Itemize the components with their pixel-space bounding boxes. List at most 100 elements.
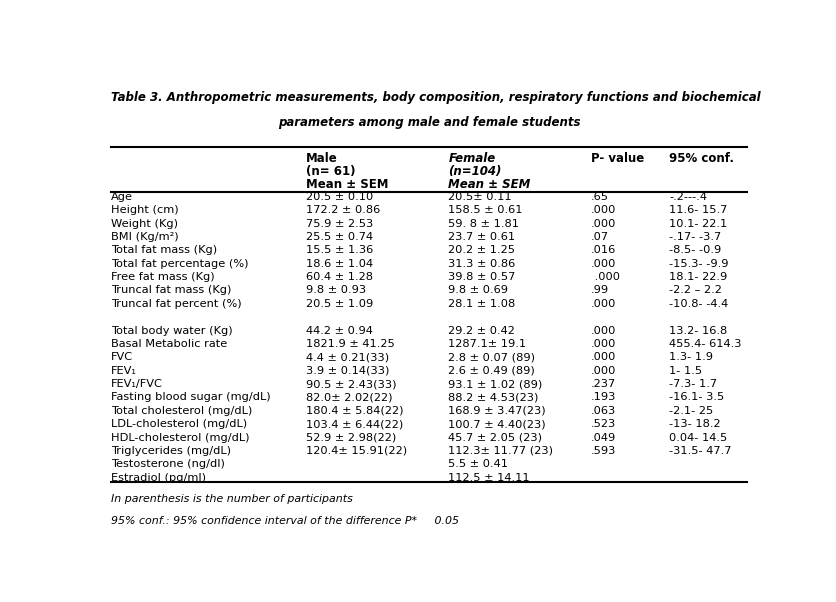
Text: 180.4 ± 5.84(22): 180.4 ± 5.84(22): [305, 406, 403, 416]
Text: Male: Male: [305, 152, 337, 165]
Text: -8.5- -0.9: -8.5- -0.9: [668, 246, 721, 255]
Text: 52.9 ± 2.98(22): 52.9 ± 2.98(22): [305, 433, 395, 442]
Text: -.17- -3.7: -.17- -3.7: [668, 232, 721, 242]
Text: Truncal fat percent (%): Truncal fat percent (%): [111, 299, 242, 309]
Text: 11.6- 15.7: 11.6- 15.7: [668, 205, 726, 215]
Text: 2.6 ± 0.49 (89): 2.6 ± 0.49 (89): [448, 365, 534, 376]
Text: 28.1 ± 1.08: 28.1 ± 1.08: [448, 299, 515, 309]
Text: 10.1- 22.1: 10.1- 22.1: [668, 219, 726, 229]
Text: .000: .000: [590, 326, 616, 335]
Text: .000: .000: [590, 352, 616, 362]
Text: .99: .99: [590, 285, 609, 296]
Text: 29.2 ± 0.42: 29.2 ± 0.42: [448, 326, 515, 335]
Text: Triglycerides (mg/dL): Triglycerides (mg/dL): [111, 446, 231, 456]
Text: Weight (Kg): Weight (Kg): [111, 219, 178, 229]
Text: 75.9 ± 2.53: 75.9 ± 2.53: [305, 219, 373, 229]
Text: 100.7 ± 4.40(23): 100.7 ± 4.40(23): [448, 419, 545, 429]
Text: Truncal fat mass (Kg): Truncal fat mass (Kg): [111, 285, 232, 296]
Text: .000: .000: [590, 299, 616, 309]
Text: .593: .593: [590, 446, 616, 456]
Text: Total cholesterol (mg/dL): Total cholesterol (mg/dL): [111, 406, 252, 416]
Text: 3.9 ± 0.14(33): 3.9 ± 0.14(33): [305, 365, 389, 376]
Text: .000: .000: [590, 219, 616, 229]
Text: 158.5 ± 0.61: 158.5 ± 0.61: [448, 205, 522, 215]
Text: Total fat percentage (%): Total fat percentage (%): [111, 259, 248, 268]
Text: (n=104): (n=104): [448, 165, 502, 178]
Text: Age: Age: [111, 192, 133, 202]
Text: 95% conf.: 95% conf.: [668, 152, 733, 165]
Text: 1- 1.5: 1- 1.5: [668, 365, 701, 376]
Text: (n= 61): (n= 61): [305, 165, 354, 178]
Text: 20.5 ± 1.09: 20.5 ± 1.09: [305, 299, 373, 309]
Text: Fasting blood sugar (mg/dL): Fasting blood sugar (mg/dL): [111, 393, 270, 403]
Text: 88.2 ± 4.53(23): 88.2 ± 4.53(23): [448, 393, 538, 403]
Text: 9.8 ± 0.69: 9.8 ± 0.69: [448, 285, 507, 296]
Text: .523: .523: [590, 419, 615, 429]
Text: .000: .000: [590, 205, 616, 215]
Text: 20.2 ± 1.25: 20.2 ± 1.25: [448, 246, 515, 255]
Text: .063: .063: [590, 406, 615, 416]
Text: 172.2 ± 0.86: 172.2 ± 0.86: [305, 205, 380, 215]
Text: 120.4± 15.91(22): 120.4± 15.91(22): [305, 446, 406, 456]
Text: 44.2 ± 0.94: 44.2 ± 0.94: [305, 326, 372, 335]
Text: FEV₁: FEV₁: [111, 365, 137, 376]
Text: 31.3 ± 0.86: 31.3 ± 0.86: [448, 259, 515, 268]
Text: BMI (Kg/m²): BMI (Kg/m²): [111, 232, 179, 242]
Text: 82.0± 2.02(22): 82.0± 2.02(22): [305, 393, 392, 403]
Text: Total fat mass (Kg): Total fat mass (Kg): [111, 246, 217, 255]
Text: 20.5± 0.11: 20.5± 0.11: [448, 192, 512, 202]
Text: 13.2- 16.8: 13.2- 16.8: [668, 326, 726, 335]
Text: .193: .193: [590, 393, 616, 403]
Text: 9.8 ± 0.93: 9.8 ± 0.93: [305, 285, 365, 296]
Text: Mean ± SEM: Mean ± SEM: [305, 178, 388, 191]
Text: 93.1 ± 1.02 (89): 93.1 ± 1.02 (89): [448, 379, 542, 389]
Text: FEV₁/FVC: FEV₁/FVC: [111, 379, 163, 389]
Text: -13- 18.2: -13- 18.2: [668, 419, 720, 429]
Text: -.2---.4: -.2---.4: [668, 192, 706, 202]
Text: 0.04- 14.5: 0.04- 14.5: [668, 433, 726, 442]
Text: 1.3- 1.9: 1.3- 1.9: [668, 352, 712, 362]
Text: Total body water (Kg): Total body water (Kg): [111, 326, 232, 335]
Text: 1821.9 ± 41.25: 1821.9 ± 41.25: [305, 339, 394, 349]
Text: Basal Metabolic rate: Basal Metabolic rate: [111, 339, 227, 349]
Text: 18.6 ± 1.04: 18.6 ± 1.04: [305, 259, 372, 268]
Text: -2.1- 25: -2.1- 25: [668, 406, 712, 416]
Text: 20.5 ± 0.10: 20.5 ± 0.10: [305, 192, 373, 202]
Text: P- value: P- value: [590, 152, 644, 165]
Text: Female: Female: [448, 152, 495, 165]
Text: 60.4 ± 1.28: 60.4 ± 1.28: [305, 272, 372, 282]
Text: -7.3- 1.7: -7.3- 1.7: [668, 379, 716, 389]
Text: 103.4 ± 6.44(22): 103.4 ± 6.44(22): [305, 419, 402, 429]
Text: -10.8- -4.4: -10.8- -4.4: [668, 299, 727, 309]
Text: .000: .000: [590, 339, 616, 349]
Text: 18.1- 22.9: 18.1- 22.9: [668, 272, 726, 282]
Text: 112.3± 11.77 (23): 112.3± 11.77 (23): [448, 446, 553, 456]
Text: Testosterone (ng/dl): Testosterone (ng/dl): [111, 459, 225, 470]
Text: .049: .049: [590, 433, 615, 442]
Text: 59. 8 ± 1.81: 59. 8 ± 1.81: [448, 219, 519, 229]
Text: parameters among male and female students: parameters among male and female student…: [278, 116, 579, 129]
Text: Free fat mass (Kg): Free fat mass (Kg): [111, 272, 215, 282]
Text: 112.5 ± 14.11: 112.5 ± 14.11: [448, 473, 529, 483]
Text: 23.7 ± 0.61: 23.7 ± 0.61: [448, 232, 515, 242]
Text: 2.8 ± 0.07 (89): 2.8 ± 0.07 (89): [448, 352, 535, 362]
Text: 455.4- 614.3: 455.4- 614.3: [668, 339, 741, 349]
Text: 90.5 ± 2.43(33): 90.5 ± 2.43(33): [305, 379, 395, 389]
Text: -31.5- 47.7: -31.5- 47.7: [668, 446, 731, 456]
Text: HDL-cholesterol (mg/dL): HDL-cholesterol (mg/dL): [111, 433, 249, 442]
Text: .000: .000: [590, 365, 616, 376]
Text: -16.1- 3.5: -16.1- 3.5: [668, 393, 723, 403]
Text: .016: .016: [590, 246, 615, 255]
Text: 4.4 ± 0.21(33): 4.4 ± 0.21(33): [305, 352, 389, 362]
Text: 39.8 ± 0.57: 39.8 ± 0.57: [448, 272, 515, 282]
Text: -15.3- -9.9: -15.3- -9.9: [668, 259, 727, 268]
Text: 1287.1± 19.1: 1287.1± 19.1: [448, 339, 526, 349]
Text: Estradiol (pg/ml): Estradiol (pg/ml): [111, 473, 206, 483]
Text: LDL-cholesterol (mg/dL): LDL-cholesterol (mg/dL): [111, 419, 247, 429]
Text: 95% conf.: 95% confidence interval of the difference P*     0.05: 95% conf.: 95% confidence interval of th…: [111, 516, 459, 526]
Text: 15.5 ± 1.36: 15.5 ± 1.36: [305, 246, 373, 255]
Text: -2.2 – 2.2: -2.2 – 2.2: [668, 285, 721, 296]
Text: Table 3. Anthropometric measurements, body composition, respiratory functions an: Table 3. Anthropometric measurements, bo…: [111, 91, 760, 104]
Text: .000: .000: [590, 272, 619, 282]
Text: 168.9 ± 3.47(23): 168.9 ± 3.47(23): [448, 406, 545, 416]
